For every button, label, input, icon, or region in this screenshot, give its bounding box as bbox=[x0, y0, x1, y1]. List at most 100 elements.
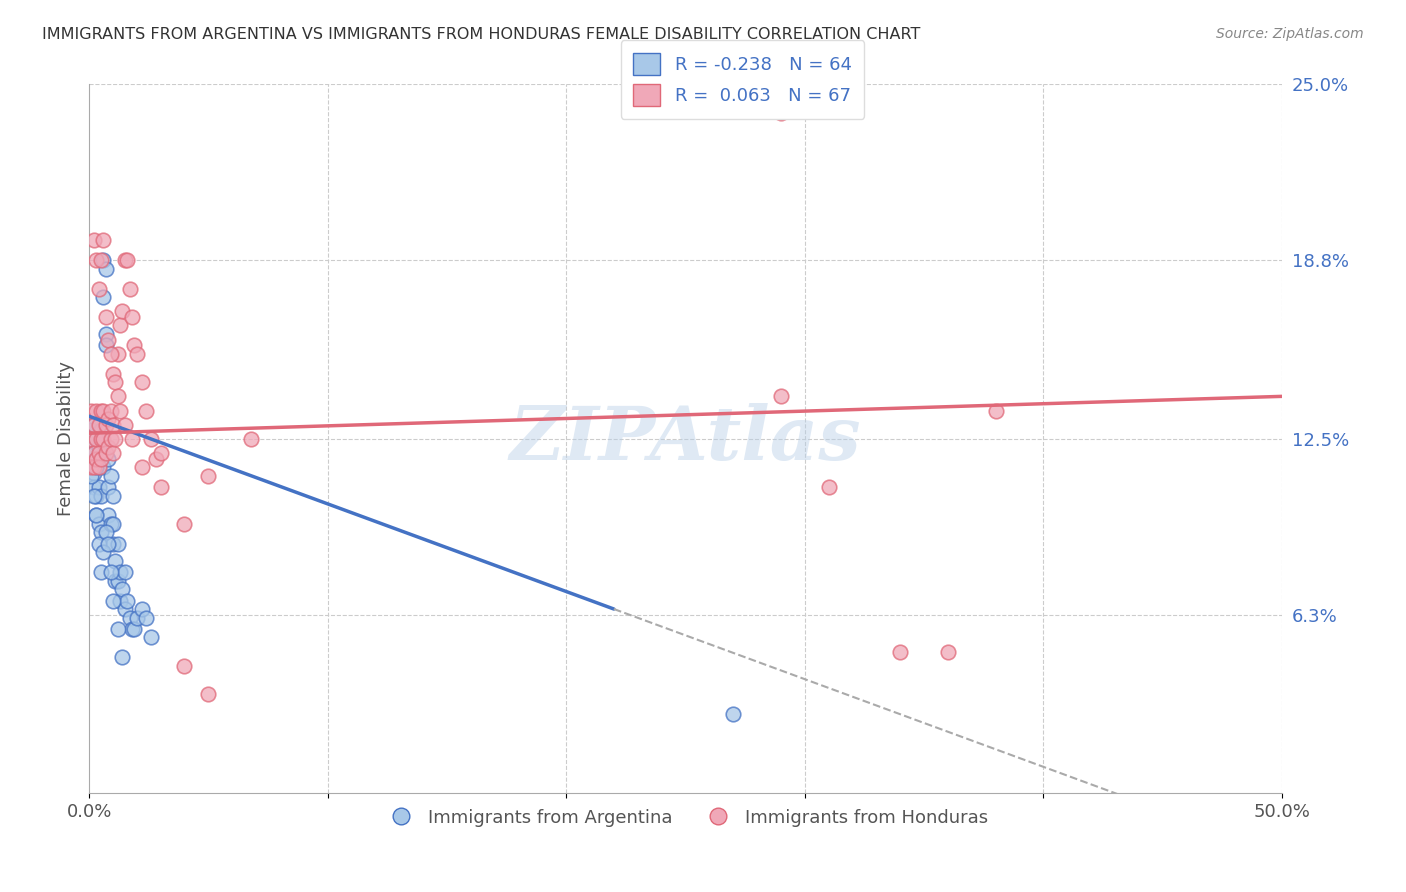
Point bbox=[93, 290, 115, 304]
Point bbox=[80, 460, 103, 475]
Point bbox=[197, 687, 219, 701]
Point bbox=[121, 622, 143, 636]
Point bbox=[114, 253, 136, 268]
Point bbox=[135, 403, 157, 417]
Point bbox=[721, 706, 744, 721]
Point bbox=[97, 508, 120, 523]
Point bbox=[84, 460, 107, 475]
Point bbox=[124, 622, 146, 636]
Point bbox=[104, 554, 127, 568]
Point bbox=[87, 446, 110, 460]
Point bbox=[101, 446, 124, 460]
Point bbox=[84, 508, 107, 523]
Point bbox=[131, 375, 153, 389]
Point bbox=[83, 446, 105, 460]
Point bbox=[87, 417, 110, 432]
Point bbox=[131, 602, 153, 616]
Point bbox=[100, 432, 122, 446]
Point bbox=[90, 403, 112, 417]
Text: ZIPAtlas: ZIPAtlas bbox=[509, 402, 862, 475]
Point bbox=[139, 631, 162, 645]
Point bbox=[87, 537, 110, 551]
Point bbox=[83, 417, 105, 432]
Point bbox=[87, 441, 110, 455]
Point bbox=[139, 432, 162, 446]
Point bbox=[101, 367, 124, 381]
Point bbox=[100, 565, 122, 579]
Point bbox=[114, 602, 136, 616]
Point bbox=[84, 489, 107, 503]
Point bbox=[93, 432, 115, 446]
Point bbox=[108, 593, 131, 607]
Point bbox=[240, 432, 263, 446]
Point bbox=[125, 347, 148, 361]
Point bbox=[111, 304, 134, 318]
Point bbox=[101, 537, 124, 551]
Point bbox=[84, 253, 107, 268]
Point bbox=[94, 417, 117, 432]
Point bbox=[87, 516, 110, 531]
Point bbox=[104, 432, 127, 446]
Point bbox=[817, 480, 839, 494]
Point bbox=[83, 480, 105, 494]
Point bbox=[80, 432, 103, 446]
Point bbox=[93, 545, 115, 559]
Point bbox=[111, 582, 134, 597]
Point bbox=[87, 460, 110, 475]
Point bbox=[121, 310, 143, 324]
Point bbox=[936, 644, 959, 658]
Point bbox=[94, 310, 117, 324]
Point bbox=[149, 446, 172, 460]
Point bbox=[115, 593, 138, 607]
Point bbox=[107, 574, 129, 588]
Point bbox=[173, 658, 195, 673]
Text: Source: ZipAtlas.com: Source: ZipAtlas.com bbox=[1216, 27, 1364, 41]
Point bbox=[84, 432, 107, 446]
Point bbox=[108, 565, 131, 579]
Point bbox=[108, 318, 131, 333]
Point bbox=[83, 466, 105, 480]
Point bbox=[108, 403, 131, 417]
Point bbox=[90, 489, 112, 503]
Point bbox=[97, 537, 120, 551]
Point bbox=[101, 489, 124, 503]
Point bbox=[131, 460, 153, 475]
Point bbox=[90, 451, 112, 466]
Point bbox=[84, 432, 107, 446]
Point bbox=[101, 593, 124, 607]
Point bbox=[87, 282, 110, 296]
Point bbox=[149, 480, 172, 494]
Point bbox=[197, 468, 219, 483]
Point bbox=[93, 460, 115, 475]
Point bbox=[94, 261, 117, 276]
Point bbox=[83, 417, 105, 432]
Point bbox=[121, 432, 143, 446]
Point bbox=[93, 253, 115, 268]
Point bbox=[114, 565, 136, 579]
Point bbox=[94, 338, 117, 352]
Point bbox=[80, 468, 103, 483]
Point bbox=[124, 338, 146, 352]
Point bbox=[100, 403, 122, 417]
Point bbox=[84, 403, 107, 417]
Point bbox=[90, 432, 112, 446]
Point bbox=[114, 417, 136, 432]
Point bbox=[97, 441, 120, 455]
Point bbox=[125, 610, 148, 624]
Point bbox=[97, 451, 120, 466]
Point bbox=[100, 468, 122, 483]
Point bbox=[135, 610, 157, 624]
Point bbox=[90, 525, 112, 540]
Point bbox=[889, 644, 911, 658]
Point bbox=[93, 403, 115, 417]
Point bbox=[104, 375, 127, 389]
Point bbox=[173, 516, 195, 531]
Point bbox=[90, 423, 112, 437]
Point bbox=[90, 451, 112, 466]
Point bbox=[769, 389, 792, 403]
Point bbox=[115, 253, 138, 268]
Point bbox=[90, 565, 112, 579]
Point bbox=[107, 622, 129, 636]
Point bbox=[104, 574, 127, 588]
Point bbox=[80, 460, 103, 475]
